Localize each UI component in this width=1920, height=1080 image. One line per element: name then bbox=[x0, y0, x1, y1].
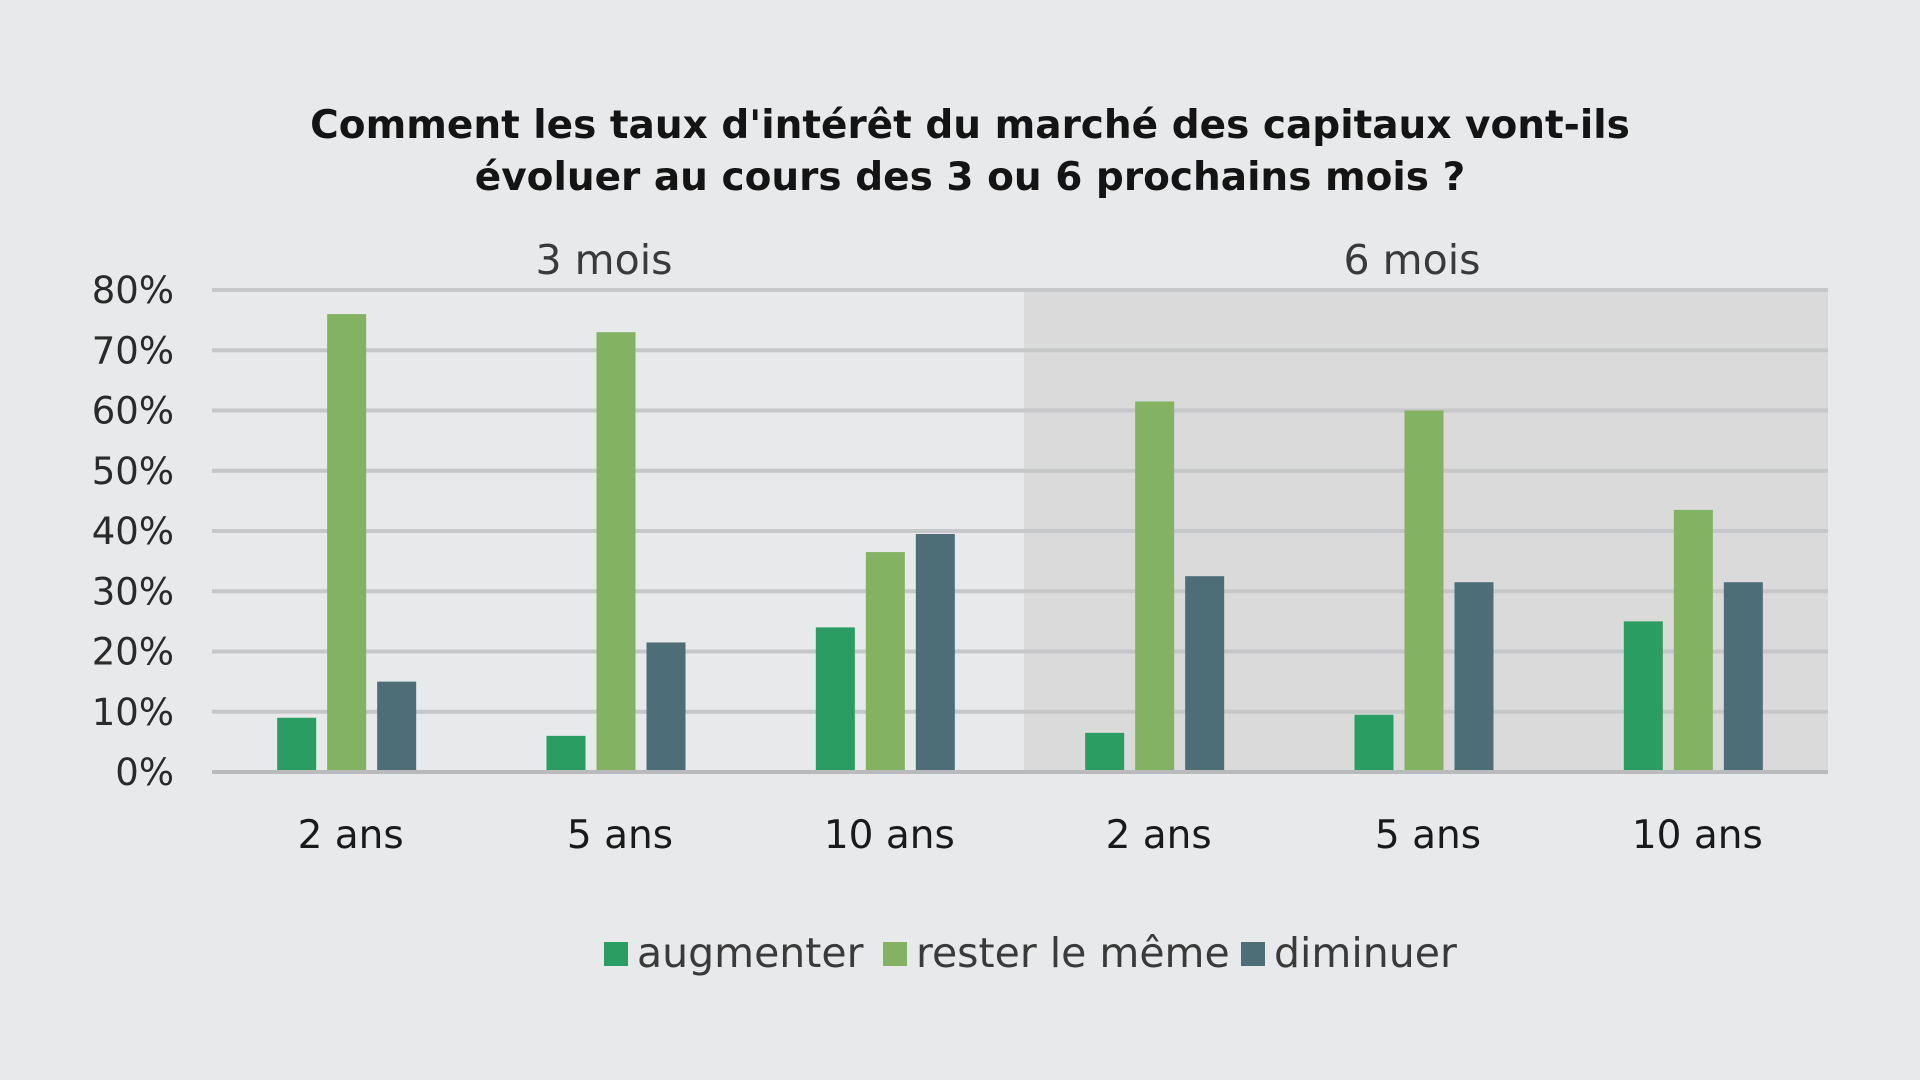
y-tick-label: 30% bbox=[92, 570, 174, 613]
legend-label: augmenter bbox=[637, 929, 864, 977]
x-tick-label: 5 ans bbox=[567, 813, 673, 858]
bar-diminuer-4 bbox=[1454, 582, 1494, 770]
bar-diminuer-2 bbox=[915, 534, 955, 770]
chart-title-line: évoluer au cours des 3 ou 6 prochains mo… bbox=[475, 155, 1465, 200]
legend-swatch-rester-le-même bbox=[883, 942, 907, 966]
x-tick-label: 2 ans bbox=[298, 813, 404, 858]
x-tick-label: 5 ans bbox=[1375, 813, 1481, 858]
bar-augmenter-5 bbox=[1623, 621, 1663, 770]
x-tick-label: 2 ans bbox=[1106, 813, 1212, 858]
x-tick-label: 10 ans bbox=[824, 813, 955, 858]
bar-rester-le-même-4 bbox=[1404, 410, 1444, 770]
bar-augmenter-2 bbox=[815, 627, 855, 770]
bar-diminuer-0 bbox=[377, 681, 417, 770]
y-tick-label: 60% bbox=[92, 390, 174, 433]
y-tick-label: 10% bbox=[92, 691, 174, 734]
legend-swatch-augmenter bbox=[604, 942, 628, 966]
bar-rester-le-même-5 bbox=[1673, 509, 1713, 770]
bar-augmenter-3 bbox=[1085, 732, 1125, 770]
bar-rester-le-même-1 bbox=[596, 332, 636, 770]
bar-rester-le-même-2 bbox=[865, 552, 905, 770]
bar-diminuer-3 bbox=[1185, 576, 1225, 770]
bar-diminuer-5 bbox=[1723, 582, 1763, 770]
y-tick-label: 50% bbox=[92, 450, 174, 493]
x-tick-label: 10 ans bbox=[1632, 813, 1763, 858]
y-tick-label: 80% bbox=[92, 269, 174, 312]
y-tick-label: 20% bbox=[92, 631, 174, 674]
legend-label: diminuer bbox=[1274, 929, 1457, 977]
bar-augmenter-1 bbox=[546, 735, 586, 770]
bar-rester-le-même-3 bbox=[1135, 401, 1175, 770]
legend-label: rester le même bbox=[916, 929, 1230, 977]
y-tick-label: 0% bbox=[115, 751, 174, 794]
chart-title-line: Comment les taux d'intérêt du marché des… bbox=[310, 103, 1630, 148]
group-label: 3 mois bbox=[536, 236, 673, 284]
y-tick-label: 40% bbox=[92, 510, 174, 553]
legend-swatch-diminuer bbox=[1241, 942, 1265, 966]
group-label: 6 mois bbox=[1344, 236, 1481, 284]
bar-rester-le-même-0 bbox=[327, 314, 367, 770]
bar-augmenter-0 bbox=[277, 717, 317, 770]
bar-augmenter-4 bbox=[1354, 714, 1394, 770]
bar-diminuer-1 bbox=[646, 642, 686, 770]
y-tick-label: 70% bbox=[92, 329, 174, 372]
